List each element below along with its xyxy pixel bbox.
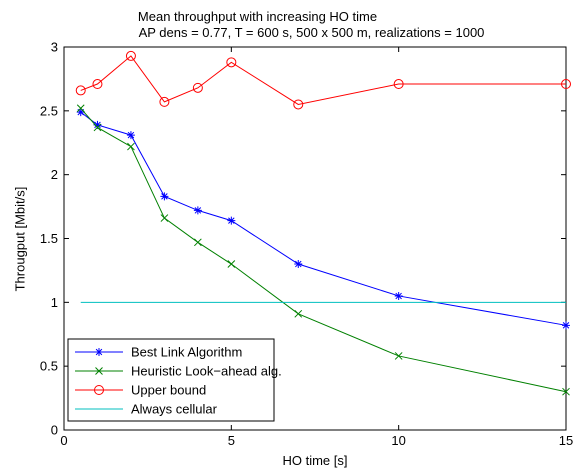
series-0 (76, 108, 570, 330)
y-tick-label: 0.5 (40, 359, 58, 374)
legend-box (67, 338, 275, 422)
marker-circle (94, 385, 104, 395)
legend-label: Upper bound (131, 383, 206, 398)
y-tick-label: 0 (51, 423, 58, 438)
chart-subtitle: AP dens = 0.77, T = 600 s, 500 x 500 m, … (138, 25, 485, 40)
marker-asterisk (193, 206, 202, 215)
marker-x (562, 387, 570, 396)
marker-asterisk (294, 260, 303, 269)
marker-x (127, 142, 135, 151)
chart-title: Mean throughput with increasing HO time (137, 9, 378, 24)
marker-asterisk (394, 291, 403, 300)
x-tick-label: 15 (559, 433, 573, 448)
marker-asterisk (95, 348, 103, 356)
legend-label: Best Link Algorithm (131, 345, 242, 360)
marker-x (294, 309, 303, 318)
series-2 (75, 50, 571, 110)
x-axis-label: HO time [s] (282, 453, 348, 468)
y-tick-label: 2 (51, 167, 58, 182)
plot-series (75, 50, 571, 396)
y-tick-label: 3 (51, 40, 58, 55)
marker-x (394, 352, 403, 360)
x-tick-label: 10 (391, 433, 405, 448)
marker-circle (75, 85, 86, 96)
marker-circle (226, 57, 237, 68)
marker-asterisk (126, 131, 135, 140)
marker-x (160, 214, 169, 222)
y-tick-label: 1.5 (40, 231, 58, 246)
marker-circle (393, 79, 404, 90)
marker-circle (293, 99, 304, 110)
marker-x (76, 104, 85, 113)
marker-asterisk (562, 321, 570, 330)
x-tick-label: 0 (60, 433, 67, 448)
marker-circle (192, 82, 203, 93)
axis-ticks: 0 5 10 15 0 0.5 1 1.5 2 2.5 3 (40, 40, 573, 449)
legend-entry: Always cellular (75, 402, 218, 417)
series-1 (76, 104, 570, 396)
marker-x (194, 238, 202, 247)
marker-circle (92, 79, 103, 90)
legend-entry: Heuristic Look−ahead alg. (75, 364, 282, 379)
marker-circle (159, 96, 170, 107)
y-tick-label: 1 (51, 295, 58, 310)
marker-x (93, 123, 102, 132)
y-tick-label: 2.5 (40, 103, 58, 118)
series-line (80, 55, 566, 105)
marker-asterisk (160, 192, 169, 201)
marker-asterisk (76, 108, 85, 117)
legend-label: Heuristic Look−ahead alg. (131, 364, 282, 379)
legend: Best Link Algorithm Heuristic Look−ahead … (67, 338, 282, 422)
marker-x (95, 367, 103, 375)
legend-entry: Upper bound (75, 383, 206, 398)
legend-entry: Best Link Algorithm (75, 345, 242, 360)
marker-asterisk (93, 120, 102, 129)
legend-label: Always cellular (131, 402, 218, 417)
marker-circle (125, 50, 136, 61)
marker-asterisk (227, 216, 236, 225)
x-tick-label: 5 (228, 433, 235, 448)
marker-x (227, 260, 236, 268)
marker-circle (561, 79, 571, 90)
